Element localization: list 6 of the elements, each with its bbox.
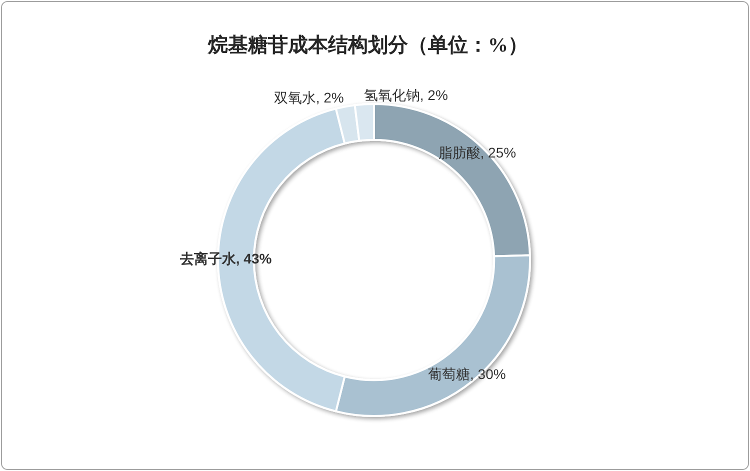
slice-label: 脂肪酸, 25% [438, 144, 516, 160]
chart-title: 烷基糖苷成本结构划分（单位：%） [207, 34, 528, 57]
slice-label: 葡萄糖, 30% [428, 366, 506, 382]
slice-label: 双氧水, 2% [274, 89, 344, 106]
slice-label: 去离子水, 43% [178, 250, 272, 267]
slice-label: 氢氧化钠, 2% [364, 87, 448, 104]
